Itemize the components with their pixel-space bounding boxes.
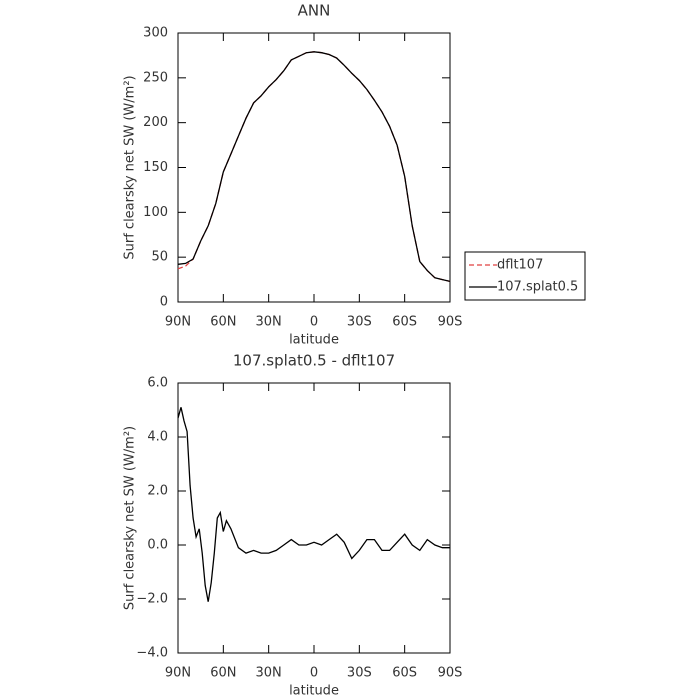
plot-frame [177,32,451,303]
x-tick-label: 30S [347,315,372,330]
y-tick-label: 50 [151,250,168,265]
legend-label: dflt107 [497,258,543,273]
y-tick-label: 0.0 [147,538,168,553]
y-tick-label: 300 [143,26,168,41]
y-axis-label: Surf clearsky net SW (W/m²) [123,426,138,610]
legend-label: 107.splat0.5 [497,280,578,295]
y-tick-label: 0 [160,295,168,310]
chart-title: 107.splat0.5 - dflt107 [233,352,395,370]
x-axis-label: latitude [289,333,339,348]
x-tick-label: 0 [310,315,318,330]
y-tick-label: 6.0 [147,376,168,391]
legend-box [464,251,586,301]
y-axis-label: Surf clearsky net SW (W/m²) [123,75,138,259]
y-tick-label: −2.0 [136,592,168,607]
y-tick-label: 100 [143,205,168,220]
plot-frame [177,382,451,654]
y-tick-label: −4.0 [136,646,168,661]
y-tick-label: 4.0 [147,430,168,445]
x-tick-label: 60N [210,315,236,330]
y-tick-label: 200 [143,115,168,130]
data-line [177,407,450,602]
x-tick-label: 90N [165,666,191,681]
y-tick-label: 250 [143,70,168,85]
chart-title: ANN [298,2,331,20]
x-tick-label: 30N [256,315,282,330]
data-line [177,51,451,283]
y-tick-label: 2.0 [147,484,168,499]
data-line [177,51,451,283]
x-tick-label: 60S [392,666,417,681]
x-tick-label: 90N [165,315,191,330]
x-tick-label: 90S [438,315,463,330]
x-tick-label: 30N [256,666,282,681]
x-tick-label: 0 [310,666,318,681]
x-tick-label: 30S [347,666,372,681]
x-tick-label: 90S [438,666,463,681]
x-tick-label: 60N [210,666,236,681]
y-tick-label: 150 [143,160,168,175]
x-axis-label: latitude [289,684,339,699]
x-tick-label: 60S [392,315,417,330]
